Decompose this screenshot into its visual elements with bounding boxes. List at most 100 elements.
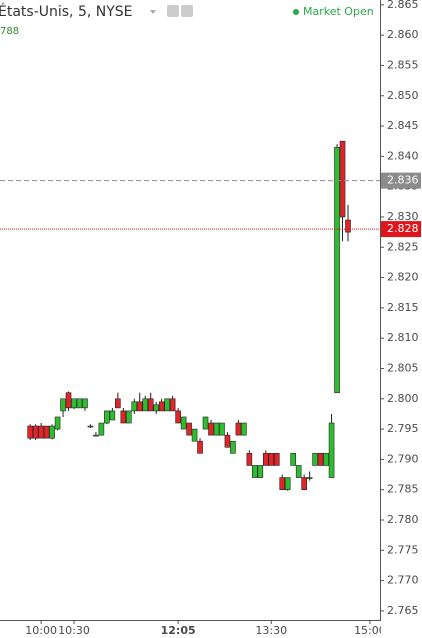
candle-body xyxy=(153,404,159,412)
candle-body xyxy=(76,398,83,409)
status-dot xyxy=(293,9,299,15)
y-tick-label: 2.780 xyxy=(387,513,419,526)
y-tick-label: 2.790 xyxy=(387,452,419,465)
candle-body xyxy=(257,465,264,478)
x-tick-label: 10:00 xyxy=(25,624,57,637)
candle-body xyxy=(279,477,286,490)
candle-body xyxy=(180,416,187,430)
eye-icon[interactable] xyxy=(167,5,179,17)
candle-body xyxy=(169,398,176,412)
candle-body xyxy=(136,401,143,412)
candle-body xyxy=(273,453,280,466)
candle-body xyxy=(186,422,192,436)
y-tick-label: 2.865 xyxy=(387,0,419,11)
candle-body xyxy=(164,398,170,412)
plot-area: 10:00 10:30 12:05 13:30 15:00 xyxy=(0,140,386,637)
y-tick-label: 2.805 xyxy=(387,361,419,374)
candle-body xyxy=(32,425,39,439)
candle-body xyxy=(131,401,138,412)
candle-body xyxy=(126,410,132,424)
candle-body xyxy=(219,422,225,436)
candle-body xyxy=(268,453,275,466)
candle-body xyxy=(301,477,307,490)
candle-body xyxy=(312,453,318,466)
candle-body xyxy=(197,440,203,454)
candle-body xyxy=(104,410,110,424)
candle-body xyxy=(43,425,50,439)
symbol-title: États-Unis, 5, NYSE xyxy=(0,3,133,20)
y-tick-label: 2.845 xyxy=(387,119,419,132)
y-tick-label: 2.785 xyxy=(387,483,419,496)
candle-body xyxy=(235,422,242,436)
y-tick-label: 2.830 xyxy=(387,210,419,223)
candle-body xyxy=(158,401,165,412)
candle-body xyxy=(115,398,121,409)
candle-body xyxy=(142,398,149,412)
price-label-box xyxy=(381,172,421,189)
candle-body xyxy=(213,422,220,436)
y-tick-label: 2.850 xyxy=(387,89,419,102)
axis-labels: 2.765 2.770 2.775 2.780 2.785 2.790 2.795 2.800… xyxy=(380,0,421,617)
x-tick-label: 15:00 xyxy=(354,624,386,637)
candle-body xyxy=(262,453,269,466)
candle-body xyxy=(230,440,236,454)
candle-body xyxy=(82,398,88,409)
candle-body xyxy=(87,425,94,428)
settings-icon[interactable] xyxy=(181,5,193,17)
x-tick-label: 12:05 xyxy=(161,624,196,637)
candle-body xyxy=(54,416,61,430)
y-tick-label: 2.775 xyxy=(387,543,419,556)
y-tick-label: 2.855 xyxy=(387,58,419,71)
candle-body xyxy=(295,465,302,478)
candle-body xyxy=(339,140,346,218)
y-tick-label: 2.800 xyxy=(387,392,419,405)
price-axis-panel xyxy=(381,0,422,638)
candle-body xyxy=(328,422,335,478)
candle-body xyxy=(241,422,247,436)
candle-body xyxy=(345,219,351,233)
y-tick-label: 2.815 xyxy=(387,301,419,314)
candle-body xyxy=(38,425,44,439)
candle-body xyxy=(71,398,77,409)
candle-body xyxy=(208,422,214,436)
candle-body xyxy=(147,398,154,412)
candle-body xyxy=(191,428,198,442)
candle-body xyxy=(306,477,313,479)
y-tick-label: 2.825 xyxy=(387,240,419,253)
candle-body xyxy=(224,434,231,448)
candle-body xyxy=(290,453,297,466)
candle-body xyxy=(202,416,209,430)
y-tick-label: 2.770 xyxy=(387,574,419,587)
candle-body xyxy=(317,453,324,466)
dropdown-arrow[interactable] xyxy=(150,10,156,14)
candle-body xyxy=(93,434,99,437)
price-label: 2.828 xyxy=(387,222,419,235)
price-label-box xyxy=(381,221,421,238)
candle-body xyxy=(109,410,116,421)
y-tick-label: 2.795 xyxy=(387,422,419,435)
last-value: 788 xyxy=(0,26,19,37)
candle-body xyxy=(175,410,181,424)
y-tick-label: 2.840 xyxy=(387,149,419,162)
candle-body xyxy=(49,425,55,439)
candle-body xyxy=(65,392,72,409)
candle-body xyxy=(120,410,127,424)
candle-body xyxy=(98,422,105,436)
candle-body xyxy=(284,477,291,490)
candle-body xyxy=(27,425,33,439)
candle-body xyxy=(334,146,340,394)
candle-body xyxy=(246,453,253,466)
candle-body xyxy=(252,465,258,478)
y-tick-label: 2.765 xyxy=(387,604,419,617)
x-tick-label: 10:30 xyxy=(58,624,90,637)
candle-body xyxy=(323,453,329,466)
x-tick-label: 13:30 xyxy=(255,624,287,637)
y-tick-label: 2.820 xyxy=(387,271,419,284)
candle-body xyxy=(60,398,66,412)
y-tick-label: 2.810 xyxy=(387,331,419,344)
price-label: 2.836 xyxy=(387,174,419,187)
y-tick-label: 2.860 xyxy=(387,28,419,41)
market-status: Market Open xyxy=(303,5,374,18)
